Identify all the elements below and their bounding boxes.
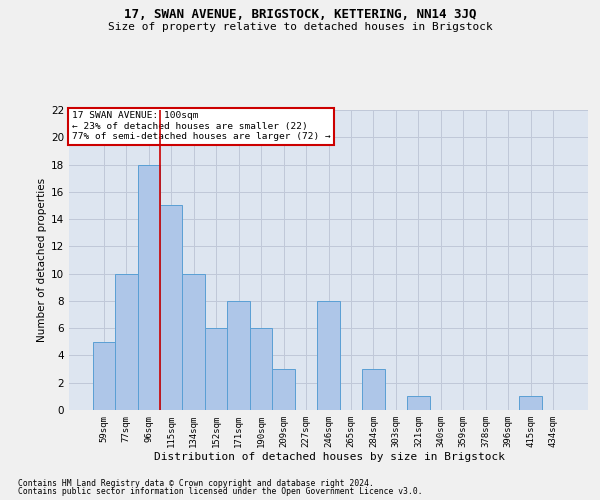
Bar (250, 328, 272, 410)
Bar (272, 369, 295, 410)
Bar (92, 342, 115, 410)
Bar (182, 274, 205, 410)
Y-axis label: Number of detached properties: Number of detached properties (37, 178, 47, 342)
Bar (137, 164, 160, 410)
Text: Contains HM Land Registry data © Crown copyright and database right 2024.: Contains HM Land Registry data © Crown c… (18, 478, 374, 488)
Bar (227, 301, 250, 410)
Bar (317, 301, 340, 410)
Bar (160, 206, 182, 410)
Bar (205, 328, 227, 410)
Text: Contains public sector information licensed under the Open Government Licence v3: Contains public sector information licen… (18, 487, 422, 496)
Text: Size of property relative to detached houses in Brigstock: Size of property relative to detached ho… (107, 22, 493, 32)
Bar (407, 396, 430, 410)
Bar (520, 396, 542, 410)
Text: 17 SWAN AVENUE: 100sqm
← 23% of detached houses are smaller (22)
77% of semi-det: 17 SWAN AVENUE: 100sqm ← 23% of detached… (71, 112, 331, 142)
Bar (362, 369, 385, 410)
Text: Distribution of detached houses by size in Brigstock: Distribution of detached houses by size … (155, 452, 505, 462)
Bar (115, 274, 137, 410)
Text: 17, SWAN AVENUE, BRIGSTOCK, KETTERING, NN14 3JQ: 17, SWAN AVENUE, BRIGSTOCK, KETTERING, N… (124, 8, 476, 20)
